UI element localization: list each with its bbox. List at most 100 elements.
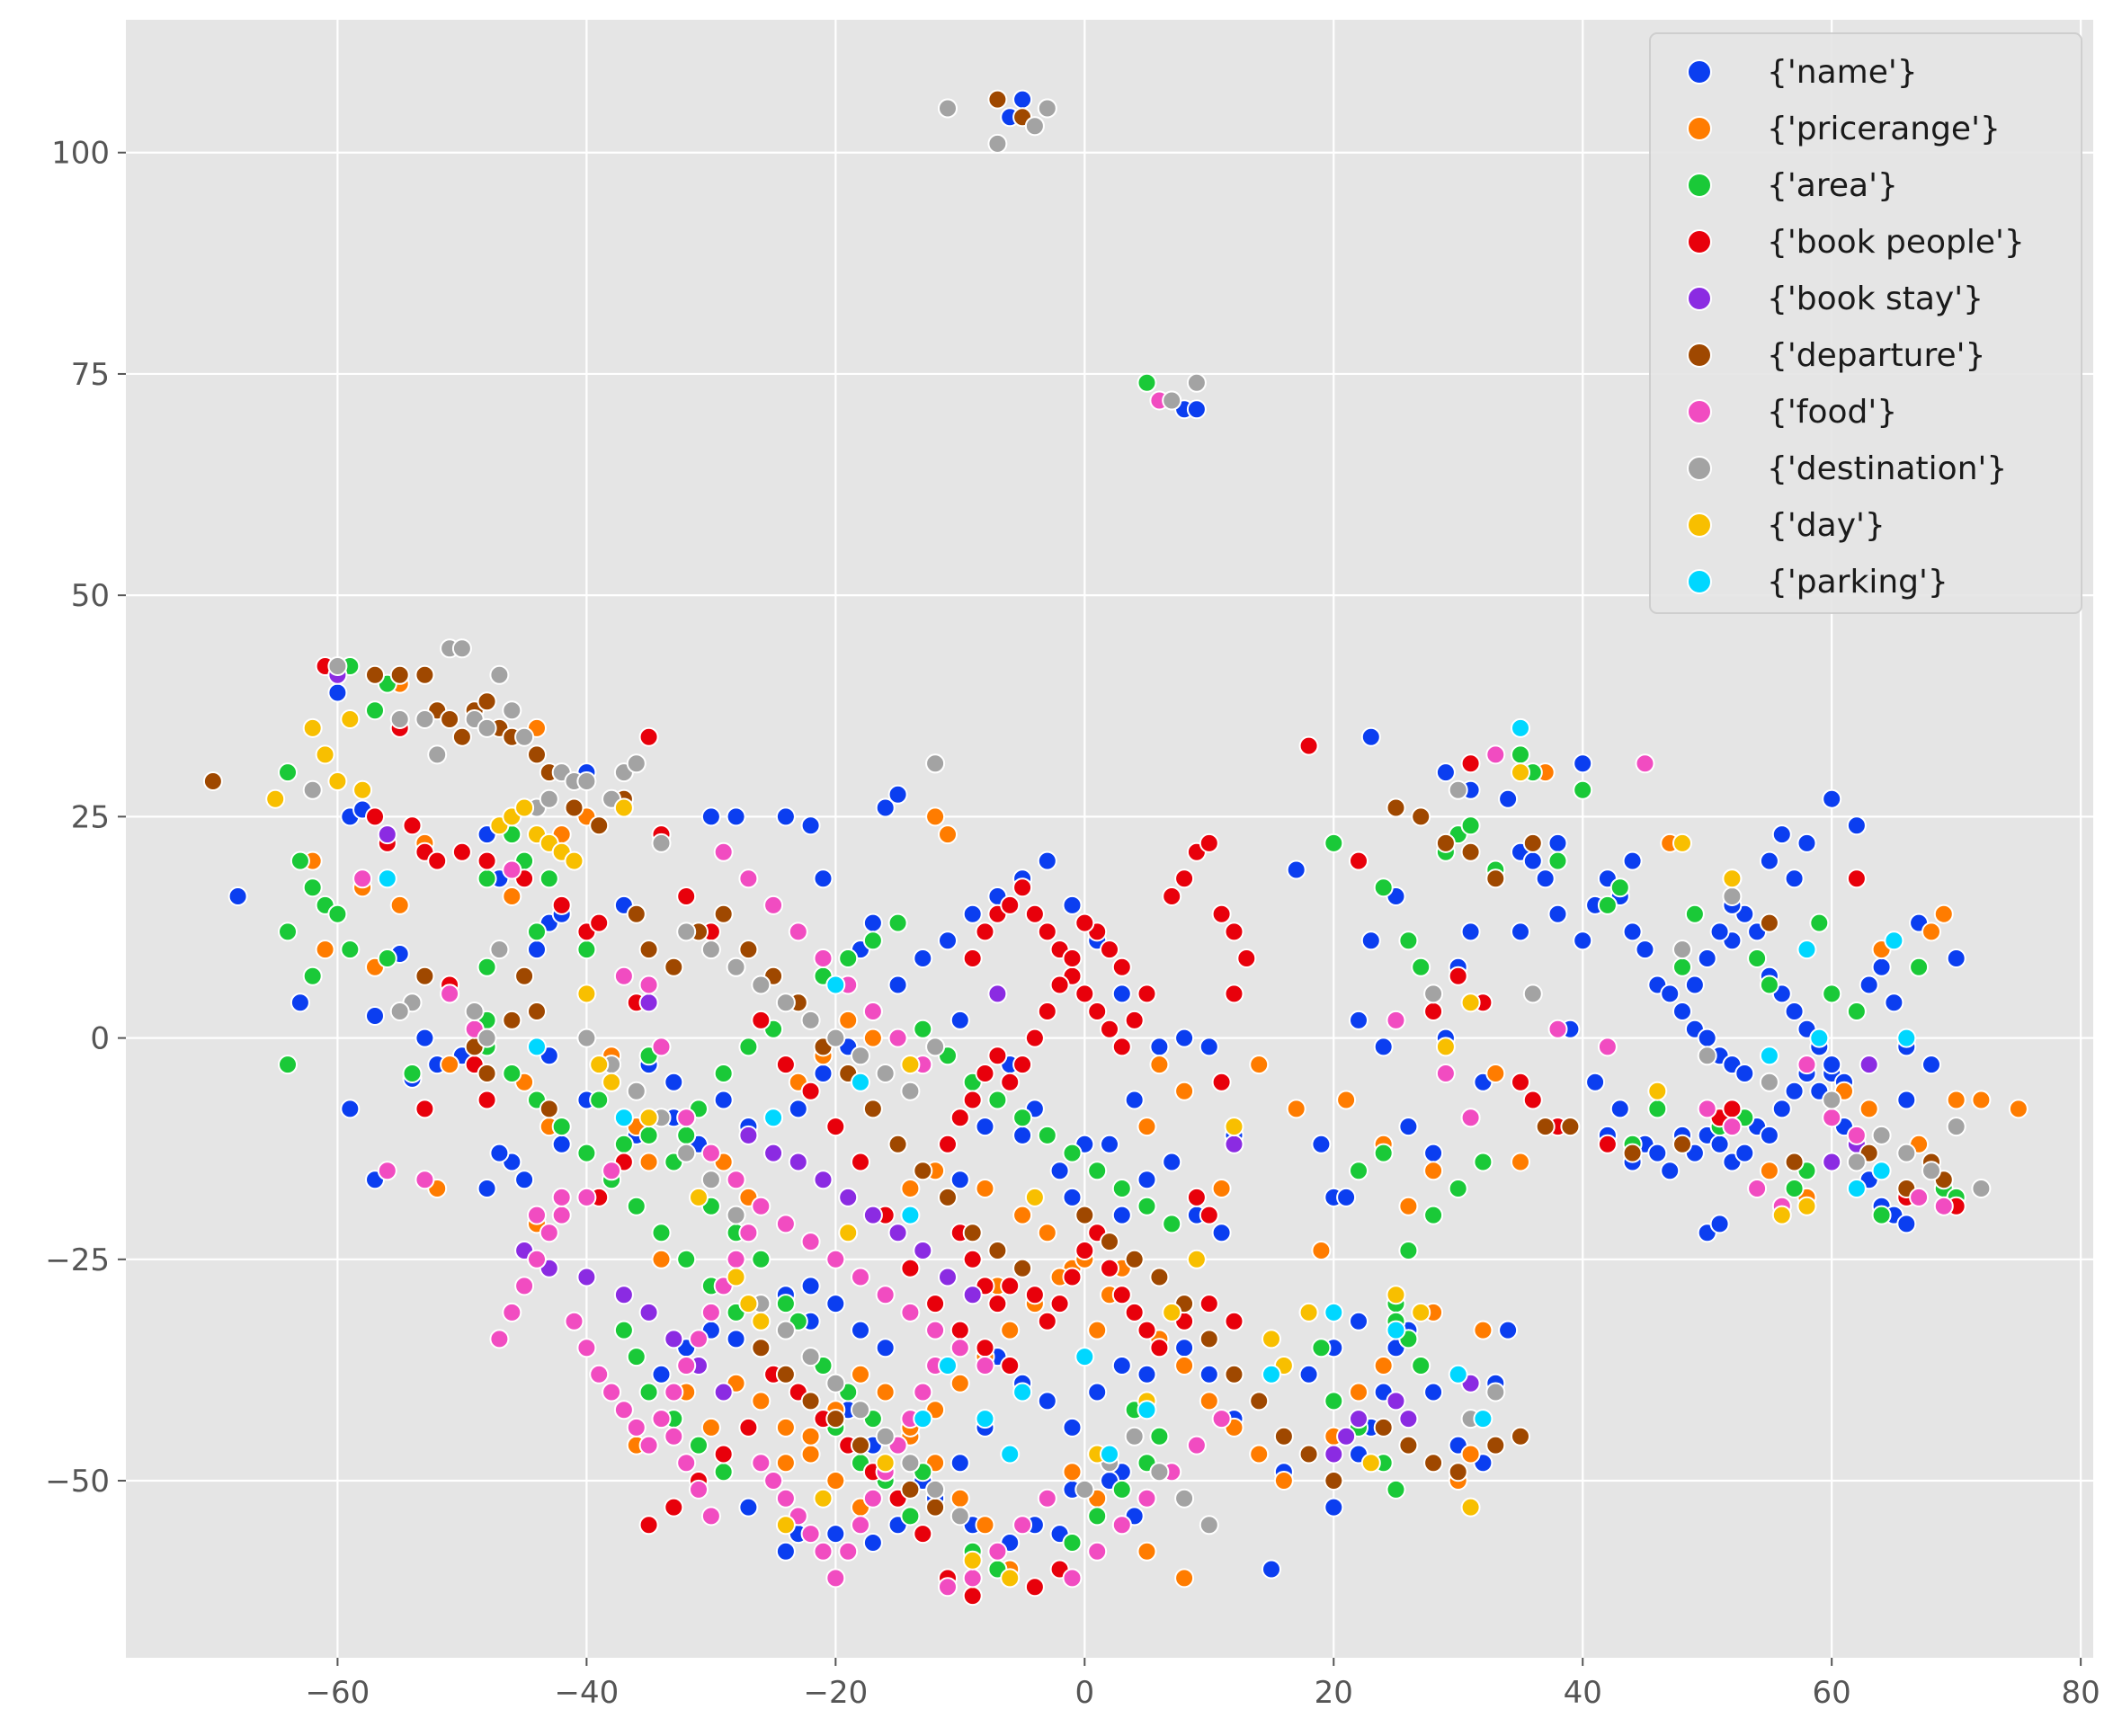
data-point — [539, 1223, 559, 1243]
data-point — [875, 1338, 896, 1358]
data-point — [938, 824, 958, 845]
data-point — [851, 1400, 870, 1420]
data-point — [775, 1055, 796, 1075]
data-point — [1722, 1117, 1743, 1137]
data-point — [825, 1117, 846, 1137]
data-point — [851, 1435, 870, 1456]
data-point — [1199, 1329, 1219, 1349]
data-point — [862, 1488, 883, 1509]
data-point — [1174, 1028, 1195, 1048]
data-point — [1149, 1462, 1170, 1482]
data-point — [1000, 1320, 1021, 1340]
data-point — [775, 1364, 796, 1384]
data-point — [1398, 1241, 1419, 1260]
data-point — [1871, 1161, 1892, 1181]
data-point — [1062, 895, 1083, 915]
data-point — [925, 1320, 946, 1340]
data-point — [1311, 1338, 1332, 1358]
data-point — [1522, 1090, 1543, 1110]
data-point — [1896, 1090, 1917, 1110]
data-point — [1224, 921, 1244, 942]
data-point — [1174, 1488, 1195, 1509]
data-point — [365, 700, 385, 721]
data-point — [1672, 939, 1692, 960]
data-point — [1349, 850, 1369, 871]
data-point — [576, 1143, 597, 1163]
data-point — [862, 1099, 883, 1119]
data-point — [1174, 868, 1195, 889]
data-point — [576, 1187, 597, 1207]
data-point — [913, 948, 933, 968]
data-point — [1896, 1143, 1917, 1163]
x-tick-label: 40 — [1564, 1675, 1602, 1711]
data-point — [1249, 1444, 1270, 1464]
data-point — [1573, 930, 1593, 951]
data-point — [1522, 832, 1543, 853]
x-tick-label: 0 — [1074, 1675, 1094, 1711]
data-points — [202, 89, 2028, 1607]
data-point — [950, 1320, 970, 1340]
data-point — [1324, 1391, 1344, 1411]
data-point — [862, 1205, 883, 1225]
data-point — [1273, 1471, 1294, 1491]
data-point — [1074, 1241, 1095, 1260]
data-point — [1622, 1143, 1643, 1163]
data-point — [365, 664, 385, 685]
data-point — [576, 984, 597, 1004]
data-point — [1547, 832, 1568, 853]
data-point — [527, 921, 547, 942]
data-point — [1024, 1187, 1045, 1207]
data-point — [1336, 1426, 1357, 1447]
data-point — [1224, 1311, 1244, 1331]
data-point — [1124, 1302, 1145, 1322]
data-point — [900, 1453, 921, 1473]
data-point — [1573, 753, 1593, 774]
data-point — [1398, 1196, 1419, 1216]
data-point — [1697, 1046, 1717, 1066]
legend-label: {'food'} — [1767, 394, 1897, 431]
data-point — [1759, 1046, 1779, 1066]
data-point — [1373, 1417, 1394, 1438]
data-point — [1423, 1453, 1444, 1473]
data-point — [726, 1170, 746, 1190]
data-point — [1087, 1161, 1108, 1181]
data-point — [913, 1241, 933, 1260]
data-point — [1784, 1081, 1805, 1101]
data-point — [1473, 1320, 1493, 1340]
data-point — [377, 868, 397, 889]
data-point — [564, 1311, 584, 1331]
data-point — [1871, 1205, 1892, 1225]
data-point — [1771, 1205, 1792, 1225]
data-point — [1796, 1055, 1817, 1075]
data-point — [825, 1568, 846, 1589]
data-point — [700, 1143, 721, 1163]
x-tick-label: 20 — [1315, 1675, 1353, 1711]
data-point — [1609, 877, 1630, 898]
data-point — [1174, 1338, 1195, 1358]
data-point — [340, 939, 361, 960]
data-point — [975, 1064, 995, 1083]
data-point — [638, 1435, 659, 1456]
data-point — [589, 1090, 610, 1110]
data-point — [1199, 1364, 1219, 1384]
data-point — [1423, 1002, 1444, 1021]
data-point — [1149, 1037, 1170, 1057]
data-point — [514, 1276, 535, 1296]
data-point — [938, 98, 958, 119]
legend-label: {'pricerange'} — [1767, 111, 2001, 147]
data-point — [2008, 1099, 2028, 1119]
data-point — [1100, 1134, 1119, 1154]
data-point — [638, 1515, 659, 1536]
data-point — [1597, 1134, 1618, 1154]
data-point — [1349, 1161, 1369, 1181]
data-point — [1224, 1134, 1244, 1154]
data-point — [477, 1090, 497, 1110]
data-point — [1037, 850, 1057, 871]
data-point — [851, 1320, 870, 1340]
data-point — [227, 886, 248, 906]
x-tick-label: −20 — [803, 1675, 868, 1711]
data-point — [938, 1267, 958, 1287]
data-point — [987, 1046, 1008, 1066]
data-point — [913, 1524, 933, 1545]
data-point — [689, 1187, 709, 1207]
